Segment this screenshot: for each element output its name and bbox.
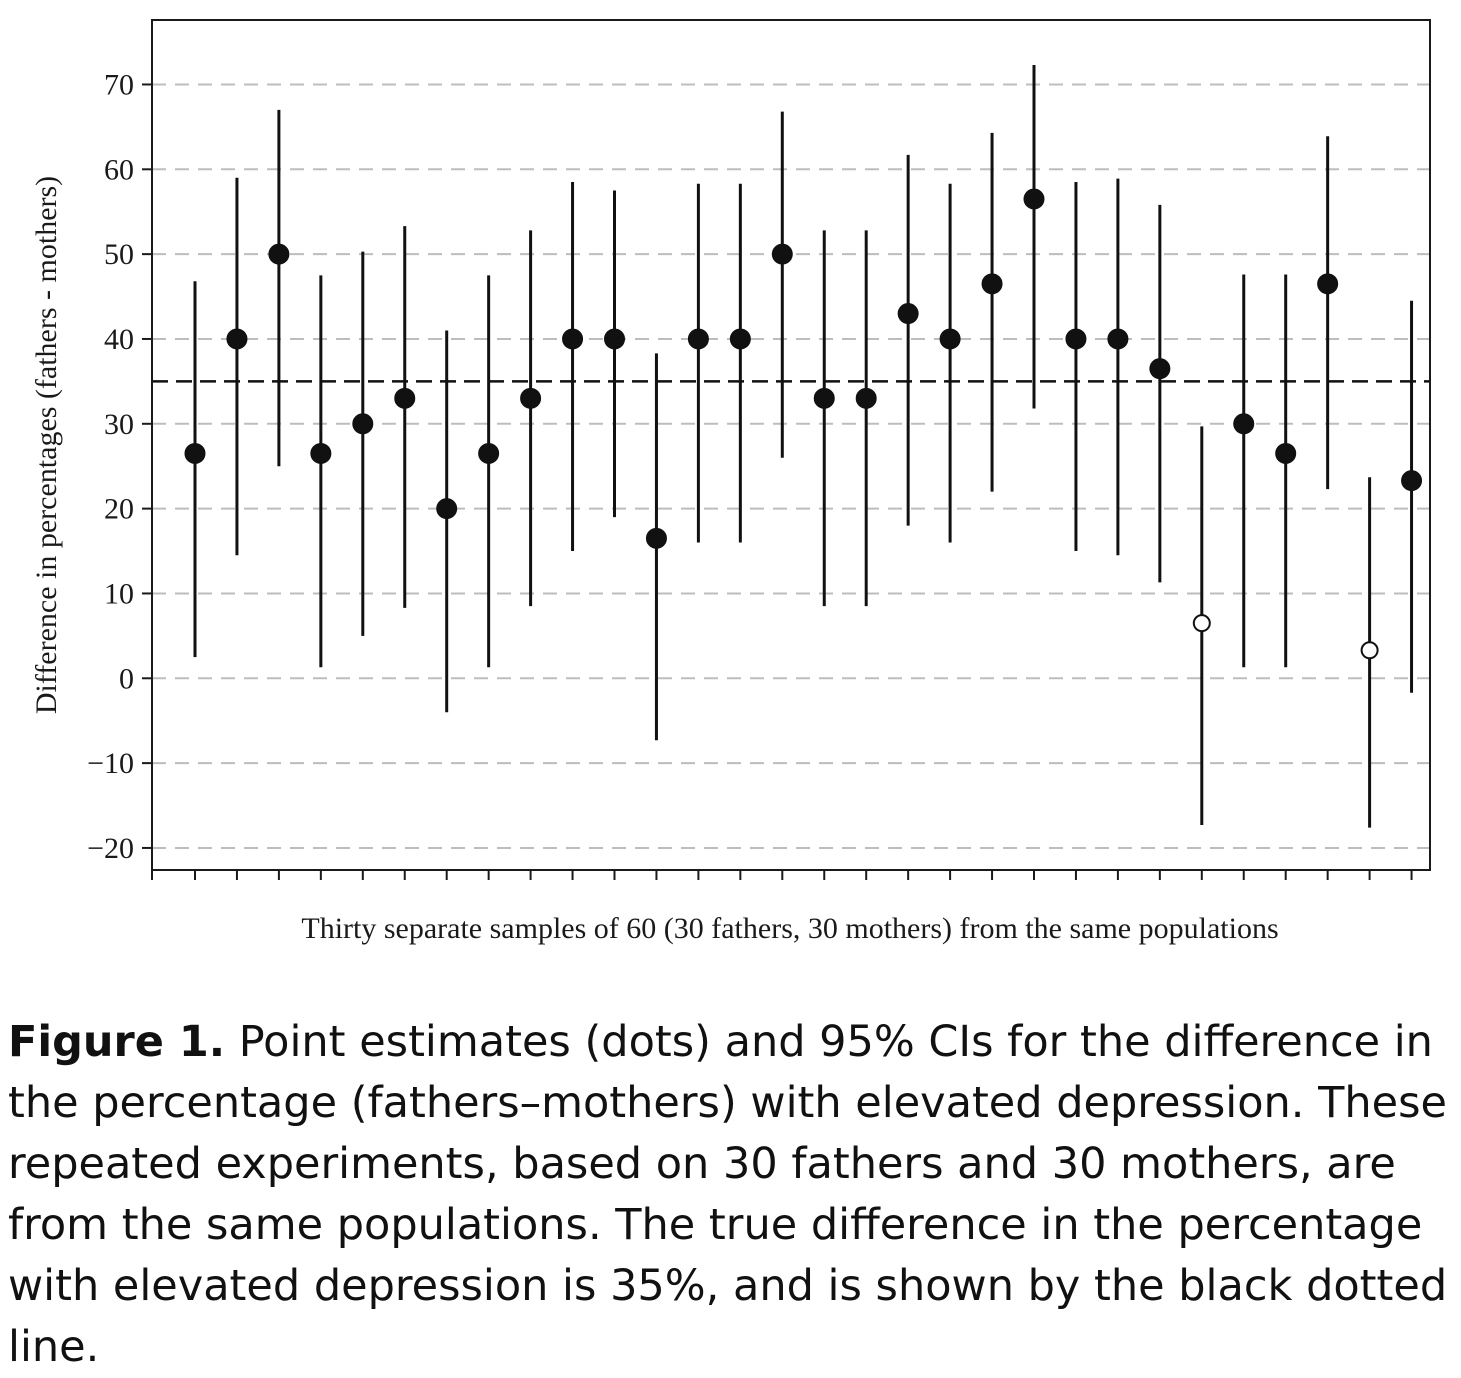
point-estimate	[1317, 273, 1339, 295]
point-estimate	[1149, 358, 1171, 380]
point-estimate	[562, 328, 584, 350]
y-tick-label: 70	[104, 68, 134, 101]
point-estimate-open	[1360, 641, 1379, 660]
y-tick-label: 10	[104, 577, 134, 610]
y-tick-label: 40	[104, 323, 134, 356]
point-estimate	[771, 243, 793, 265]
point-estimate	[226, 328, 248, 350]
y-tick-label: 20	[104, 493, 134, 526]
point-estimate	[1065, 328, 1087, 350]
x-axis-label: Thirty separate samples of 60 (30 father…	[301, 912, 1278, 945]
point-estimate	[645, 527, 667, 549]
point-estimate	[520, 387, 542, 409]
y-axis-label: Difference in percentages (fathers - mot…	[30, 176, 63, 714]
point-estimate	[1023, 188, 1045, 210]
point-estimate	[897, 303, 919, 325]
chart: −20 −10 0 10 20 30 40 50 60 70 Thirty separate sa…	[30, 19, 1431, 945]
point-estimates	[184, 188, 1423, 660]
confidence-intervals	[193, 64, 1414, 828]
y-tick-label: 0	[119, 662, 134, 695]
point-estimate	[604, 328, 625, 350]
point-estimate	[184, 442, 206, 464]
point-estimate	[268, 243, 290, 265]
plot-frame	[151, 19, 1431, 871]
point-estimate	[352, 413, 374, 435]
y-axis-ticks: −20 −10 0 10 20 30 40 50 60 70	[87, 68, 152, 865]
point-estimate	[939, 328, 961, 350]
point-estimate	[729, 328, 751, 350]
x-axis-ticks	[151, 870, 1413, 880]
point-estimate-open	[1192, 614, 1211, 633]
point-estimate	[1401, 470, 1423, 492]
point-estimate	[981, 273, 1003, 295]
y-tick-label: −10	[87, 747, 134, 780]
figure-caption: Figure 1. Point estimates (dots) and 95%…	[8, 1012, 1453, 1378]
y-tick-label: 30	[104, 408, 134, 441]
y-tick-label: 60	[104, 153, 134, 186]
caption-text: Point estimates (dots) and 95% CIs for t…	[8, 1017, 1448, 1372]
point-estimate	[394, 387, 416, 409]
y-tick-label: 50	[104, 238, 134, 271]
point-estimate	[687, 328, 709, 350]
gridlines	[152, 83, 1430, 849]
caption-label: Figure 1.	[8, 1017, 226, 1067]
point-estimate	[478, 442, 500, 464]
point-estimate	[310, 442, 332, 464]
y-tick-label: −20	[87, 832, 134, 865]
point-estimate	[1233, 413, 1255, 435]
point-estimate	[1275, 442, 1297, 464]
point-estimate	[855, 387, 877, 409]
point-estimate	[813, 387, 835, 409]
point-estimate	[436, 498, 458, 520]
point-estimate	[1107, 328, 1129, 350]
